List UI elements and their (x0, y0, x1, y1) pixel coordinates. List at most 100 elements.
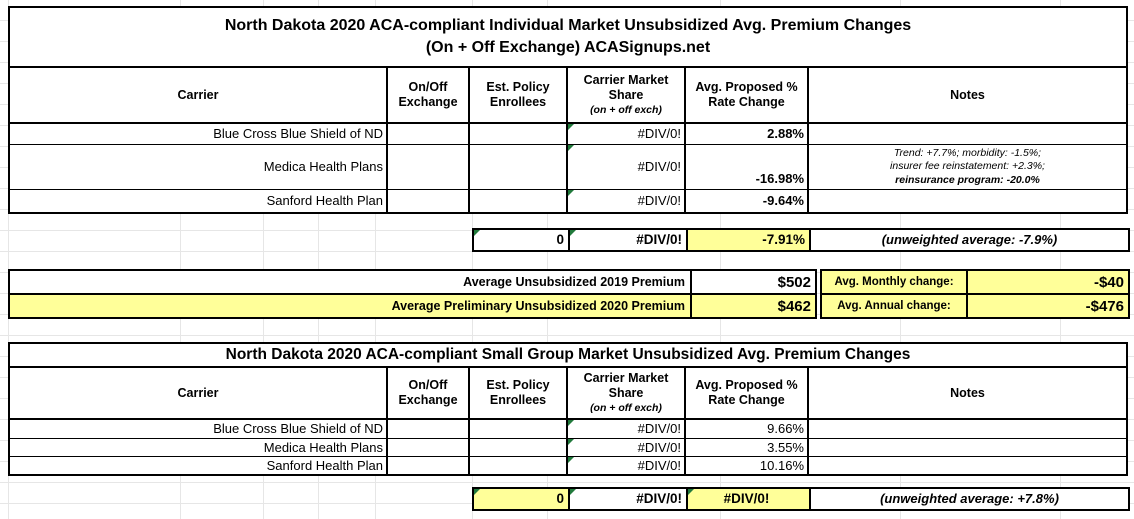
error-corner-icon (570, 230, 576, 236)
premium-2019-label[interactable]: Average Unsubsidized 2019 Premium (10, 271, 692, 293)
on-off-exchange-cell[interactable] (388, 145, 470, 189)
on-off-exchange-cell[interactable] (388, 190, 470, 212)
error-corner-icon (568, 124, 574, 130)
market-share-value: #DIV/0! (637, 421, 681, 437)
header-est-policy-enrollees[interactable]: Est. Policy Enrollees (470, 68, 568, 122)
table-row: Sanford Health Plan #DIV/0! 10.16% (10, 457, 1126, 474)
individual-market-table: North Dakota 2020 ACA-compliant Individu… (8, 6, 1128, 214)
carrier-cell[interactable]: Blue Cross Blue Shield of ND (10, 420, 388, 438)
rate-change-cell[interactable]: -16.98% (686, 145, 809, 189)
market-share-value: #DIV/0! (637, 439, 681, 455)
notes-cell[interactable] (809, 124, 1126, 144)
total-market-share-cell[interactable]: #DIV/0! (570, 230, 688, 250)
monthly-change-row: Avg. Monthly change: -$40 (822, 271, 1128, 295)
total-enrollees-cell[interactable]: 0 (474, 489, 570, 509)
rate-change-cell[interactable]: 10.16% (686, 457, 809, 474)
market-share-value: #DIV/0! (637, 193, 681, 209)
on-off-exchange-cell[interactable] (388, 457, 470, 474)
header-carrier-market-share-sub: (on + off exch) (590, 104, 662, 117)
carrier-cell[interactable]: Medica Health Plans (10, 439, 388, 456)
enrollees-cell[interactable] (470, 439, 568, 456)
total-enrollees-cell[interactable]: 0 (474, 230, 570, 250)
monthly-change-value[interactable]: -$40 (1093, 273, 1124, 291)
header-carrier-market-share[interactable]: Carrier Market Share (on + off exch) (568, 68, 686, 122)
market-share-cell[interactable]: #DIV/0! (568, 457, 686, 474)
annual-change-value[interactable]: -$476 (1085, 297, 1124, 315)
annual-change-row: Avg. Annual change: -$476 (822, 295, 1128, 317)
header-on-off-exchange[interactable]: On/Off Exchange (388, 68, 470, 122)
rate-change-cell[interactable]: -9.64% (686, 190, 809, 212)
enrollees-cell[interactable] (470, 124, 568, 144)
error-corner-icon (568, 420, 574, 426)
enrollees-cell[interactable] (470, 457, 568, 474)
total-rate-change-cell[interactable]: -7.91% (688, 230, 811, 250)
premium-summary-block: Average Unsubsidized 2019 Premium $502 A… (8, 269, 817, 319)
error-corner-icon (568, 439, 574, 445)
market-share-cell[interactable]: #DIV/0! (568, 124, 686, 144)
header-avg-proposed-rate-change[interactable]: Avg. Proposed % Rate Change (686, 68, 809, 122)
total-market-share-value: #DIV/0! (636, 231, 682, 247)
carrier-cell[interactable]: Sanford Health Plan (10, 457, 388, 474)
header-carrier[interactable]: Carrier (10, 68, 388, 122)
premium-2020-value[interactable]: $462 (777, 297, 811, 315)
table-row: Blue Cross Blue Shield of ND #DIV/0! 9.6… (10, 420, 1126, 439)
table-row: Blue Cross Blue Shield of ND #DIV/0! 2.8… (10, 124, 1126, 145)
notes-cell[interactable]: Trend: +7.7%; morbidity: -1.5%; insurer … (809, 145, 1126, 189)
premium-2019-value[interactable]: $502 (777, 273, 811, 291)
total-rate-change-value: #DIV/0! (723, 490, 770, 506)
notes-cell[interactable] (809, 420, 1126, 438)
market-share-value: #DIV/0! (637, 457, 681, 473)
monthly-change-label[interactable]: Avg. Monthly change: (822, 271, 968, 293)
on-off-exchange-cell[interactable] (388, 420, 470, 438)
premium-2019-row: Average Unsubsidized 2019 Premium $502 (10, 271, 815, 295)
unweighted-average-note[interactable]: (unweighted average: +7.8%) (880, 491, 1059, 507)
total-market-share-cell[interactable]: #DIV/0! (570, 489, 688, 509)
enrollees-cell[interactable] (470, 190, 568, 212)
header-est-policy-enrollees[interactable]: Est. Policy Enrollees (470, 368, 568, 418)
enrollees-cell[interactable] (470, 145, 568, 189)
header-carrier-market-share[interactable]: Carrier Market Share (on + off exch) (568, 368, 686, 418)
individual-market-header-row: Carrier On/Off Exchange Est. Policy Enro… (10, 68, 1126, 124)
unweighted-average-note[interactable]: (unweighted average: -7.9%) (881, 232, 1058, 248)
notes-cell[interactable] (809, 190, 1126, 212)
on-off-exchange-cell[interactable] (388, 439, 470, 456)
individual-market-title-line2: (On + Off Exchange) ACASignups.net (425, 39, 711, 56)
market-share-cell[interactable]: #DIV/0! (568, 439, 686, 456)
error-corner-icon (568, 457, 574, 463)
header-avg-proposed-rate-change[interactable]: Avg. Proposed % Rate Change (686, 368, 809, 418)
total-rate-change-cell[interactable]: #DIV/0! (688, 489, 811, 509)
header-on-off-exchange[interactable]: On/Off Exchange (388, 368, 470, 418)
individual-market-title[interactable]: North Dakota 2020 ACA-compliant Individu… (10, 8, 1126, 68)
rate-change-cell[interactable]: 9.66% (686, 420, 809, 438)
market-share-cell[interactable]: #DIV/0! (568, 420, 686, 438)
on-off-exchange-cell[interactable] (388, 124, 470, 144)
premium-2020-label[interactable]: Average Preliminary Unsubsidized 2020 Pr… (10, 295, 692, 317)
avg-change-block: Avg. Monthly change: -$40 Avg. Annual ch… (820, 269, 1130, 319)
notes-cell[interactable] (809, 439, 1126, 456)
header-notes[interactable]: Notes (950, 385, 985, 400)
error-corner-icon (474, 230, 480, 236)
header-carrier[interactable]: Carrier (10, 368, 388, 418)
carrier-cell[interactable]: Sanford Health Plan (10, 190, 388, 212)
total-enrollees-value: 0 (556, 490, 564, 506)
market-share-cell[interactable]: #DIV/0! (568, 190, 686, 212)
notes-cell[interactable] (809, 457, 1126, 474)
market-share-value: #DIV/0! (637, 159, 681, 175)
market-share-value: #DIV/0! (637, 126, 681, 142)
carrier-cell[interactable]: Medica Health Plans (10, 145, 388, 189)
table-row: Medica Health Plans #DIV/0! -16.98% Tren… (10, 145, 1126, 190)
table-row: Sanford Health Plan #DIV/0! -9.64% (10, 190, 1126, 212)
carrier-cell[interactable]: Blue Cross Blue Shield of ND (10, 124, 388, 144)
market-share-cell[interactable]: #DIV/0! (568, 145, 686, 189)
header-notes[interactable]: Notes (950, 87, 985, 102)
error-corner-icon (688, 489, 694, 495)
error-corner-icon (474, 489, 480, 495)
individual-market-totals-row: 0 #DIV/0! -7.91% (unweighted average: -7… (472, 228, 1130, 252)
enrollees-cell[interactable] (470, 420, 568, 438)
small-group-market-title[interactable]: North Dakota 2020 ACA-compliant Small Gr… (10, 344, 1126, 368)
table-row: Medica Health Plans #DIV/0! 3.55% (10, 439, 1126, 457)
rate-change-cell[interactable]: 3.55% (686, 439, 809, 456)
annual-change-label[interactable]: Avg. Annual change: (822, 295, 968, 317)
small-group-totals-row: 0 #DIV/0! #DIV/0! (unweighted average: +… (472, 487, 1130, 511)
rate-change-cell[interactable]: 2.88% (686, 124, 809, 144)
